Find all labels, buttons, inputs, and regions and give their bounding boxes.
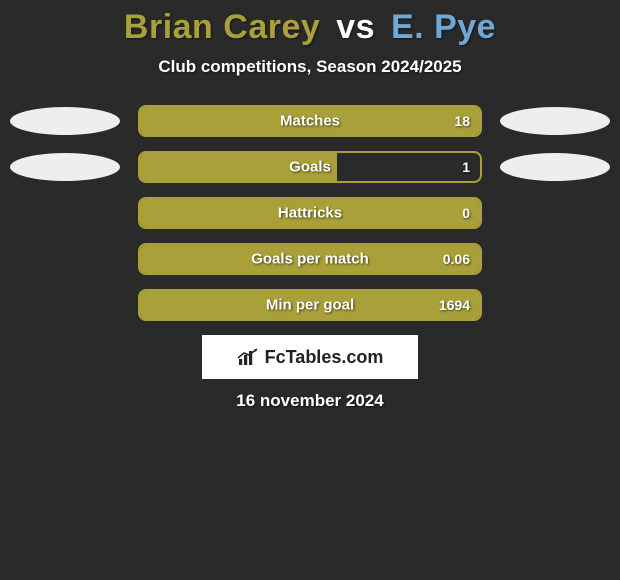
right-ellipse [500, 107, 610, 135]
stat-label: Matches [280, 113, 340, 130]
stat-value: 1 [462, 159, 470, 175]
page-title: Brian Carey vs E. Pye [0, 8, 620, 47]
stat-bar: Goals 1 [138, 151, 482, 183]
title-player1: Brian Carey [124, 8, 320, 46]
stat-row: Goals 1 [0, 151, 620, 183]
stat-label: Hattricks [278, 205, 342, 222]
stat-row: Hattricks 0 [0, 197, 620, 229]
stat-bar: Min per goal 1694 [138, 289, 482, 321]
stat-value: 0 [462, 205, 470, 221]
stat-bar: Matches 18 [138, 105, 482, 137]
stat-label: Min per goal [266, 297, 354, 314]
left-ellipse [10, 153, 120, 181]
title-vs: vs [336, 8, 375, 46]
stat-row: Matches 18 [0, 105, 620, 137]
stat-rows: Matches 18 Goals 1 Hattricks 0 Goals per match… [0, 105, 620, 321]
title-player2: E. Pye [391, 8, 496, 46]
stat-value: 18 [454, 113, 470, 129]
bar-chart-icon [237, 348, 259, 366]
stat-row: Goals per match 0.06 [0, 243, 620, 275]
stat-row: Min per goal 1694 [0, 289, 620, 321]
stat-label: Goals per match [251, 251, 369, 268]
brand-box: FcTables.com [202, 335, 418, 379]
right-ellipse [500, 153, 610, 181]
subtitle: Club competitions, Season 2024/2025 [0, 57, 620, 77]
stat-bar: Goals per match 0.06 [138, 243, 482, 275]
brand-inner: FcTables.com [237, 347, 384, 368]
stat-value: 0.06 [443, 251, 470, 267]
stat-label: Goals [289, 159, 331, 176]
comparison-card: Brian Carey vs E. Pye Club competitions,… [0, 0, 620, 411]
left-ellipse [10, 107, 120, 135]
stat-bar: Hattricks 0 [138, 197, 482, 229]
brand-text: FcTables.com [265, 347, 384, 368]
date-line: 16 november 2024 [0, 391, 620, 411]
stat-value: 1694 [439, 297, 470, 313]
